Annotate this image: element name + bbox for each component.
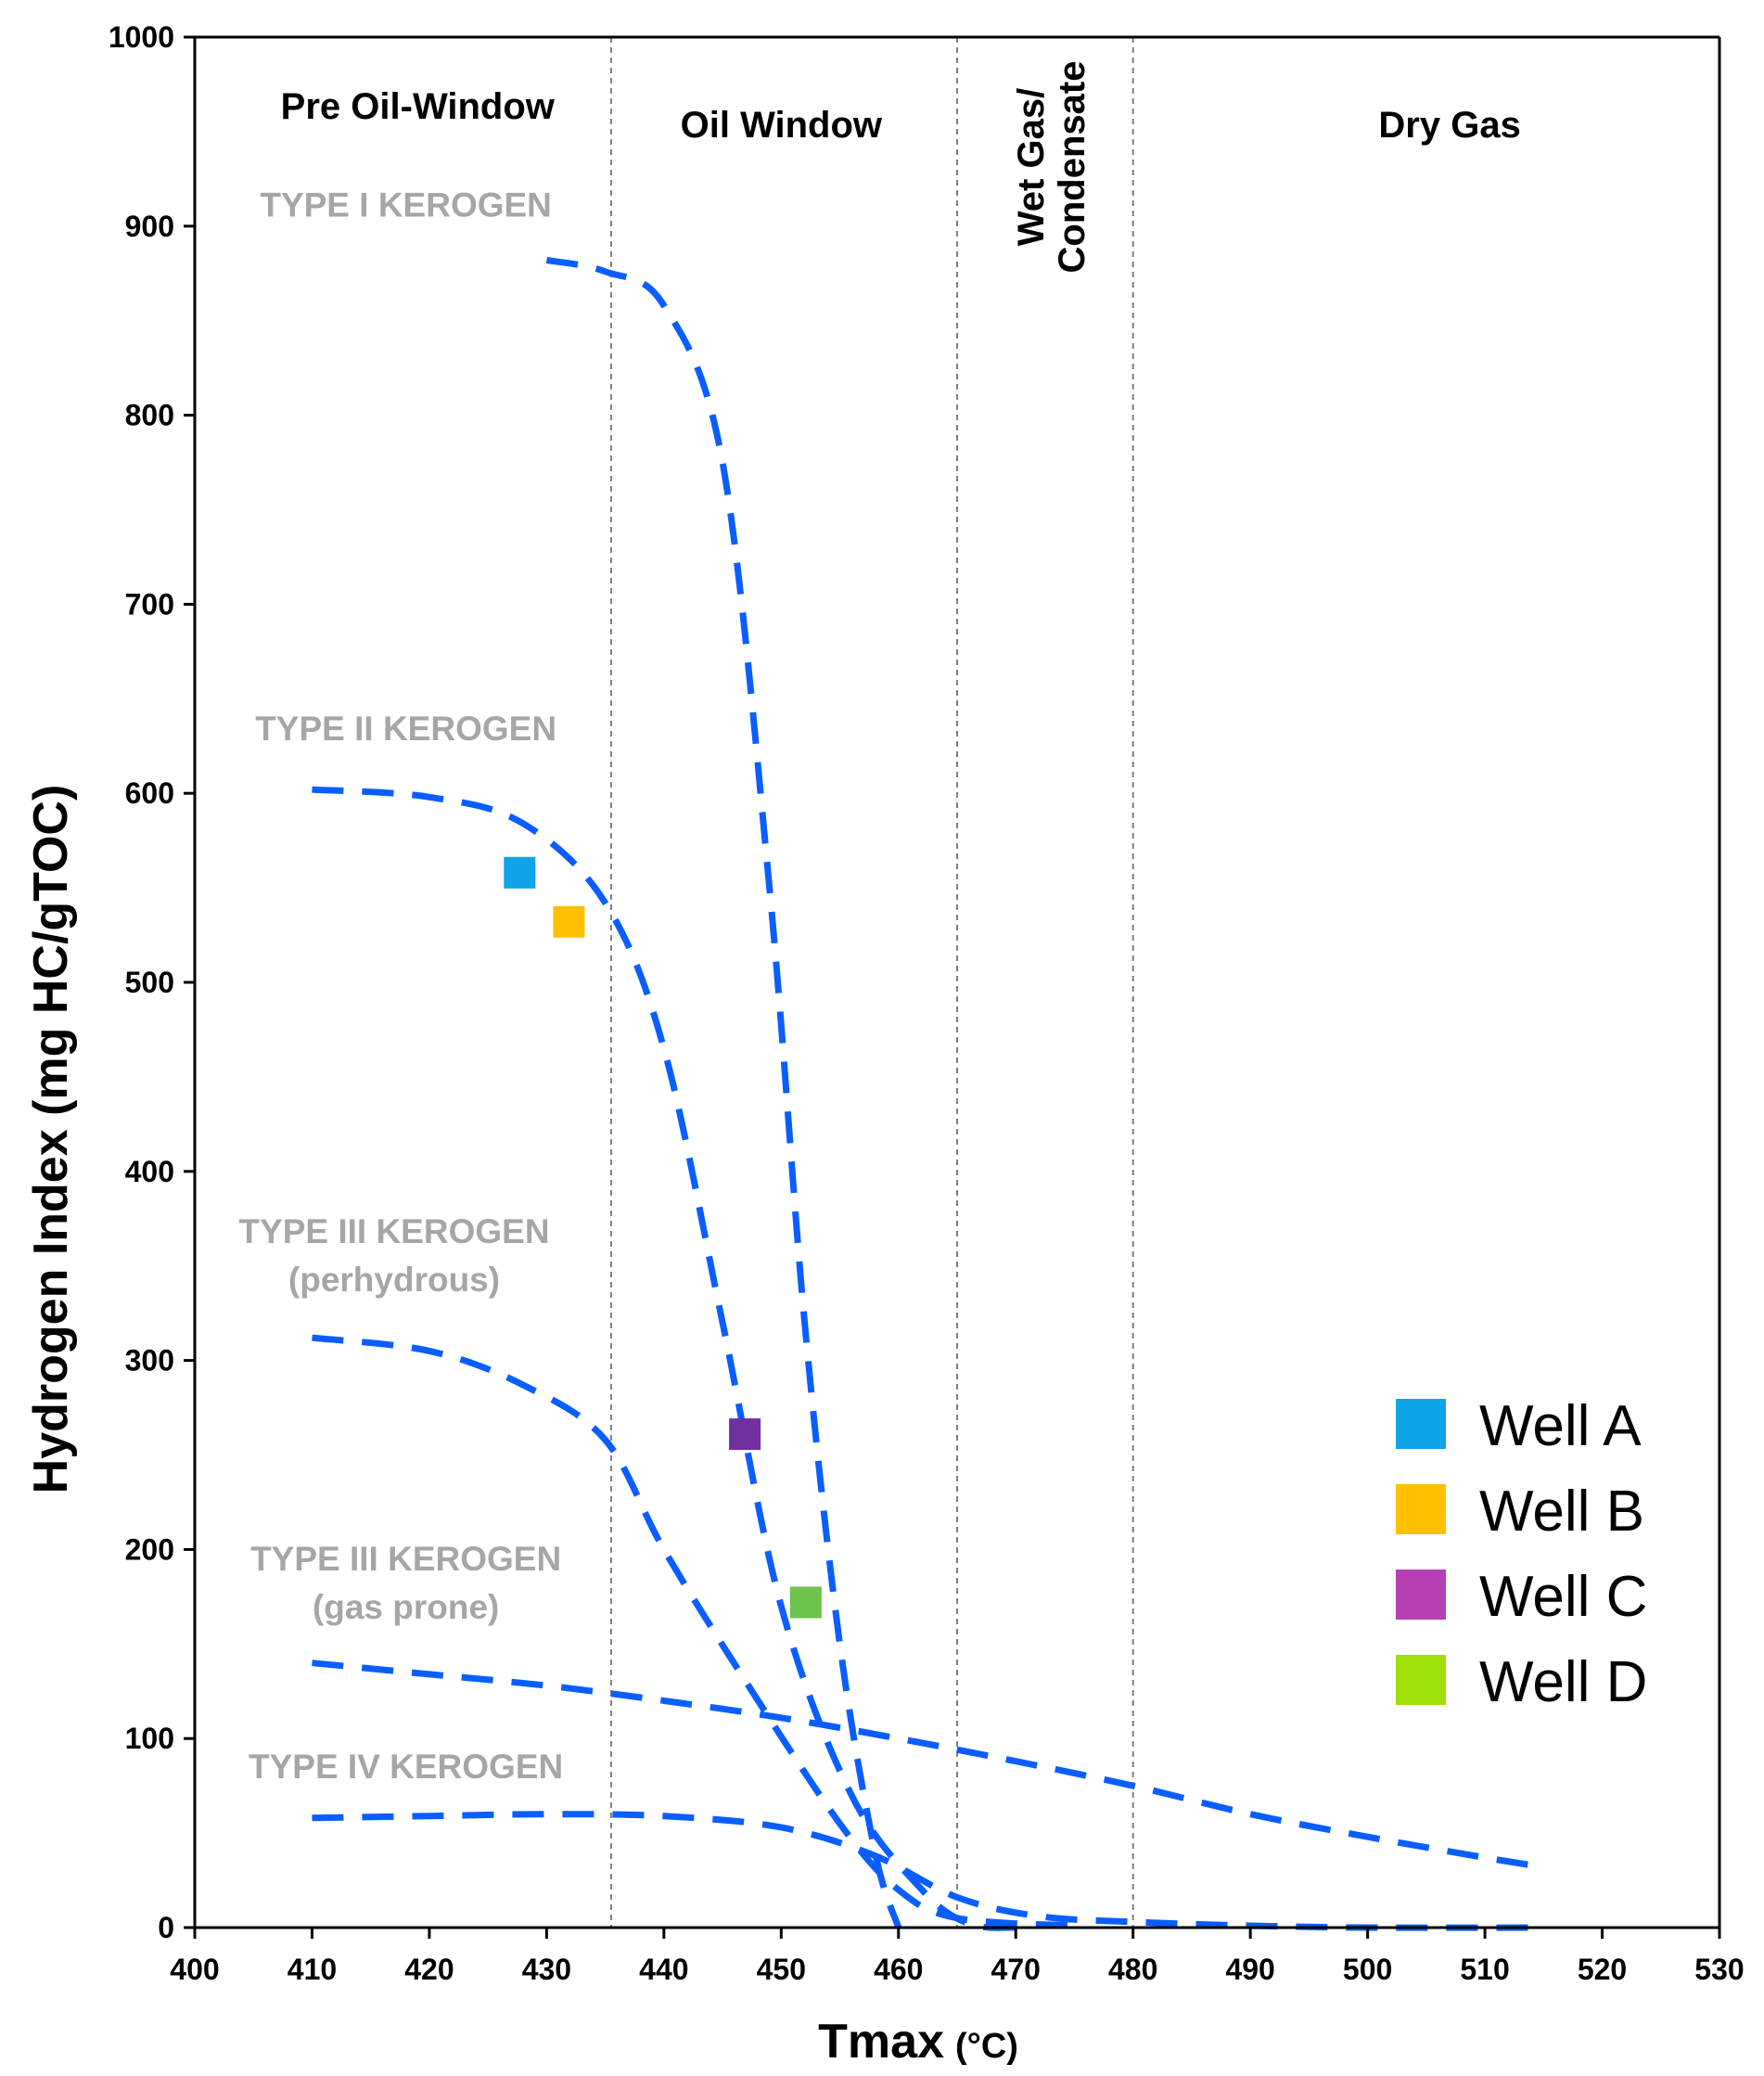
kerogen-label-4-line2: (gas prone) <box>313 1588 499 1626</box>
kerogen-label-2: TYPE II KEROGEN <box>255 710 556 748</box>
well-c-point <box>729 1418 761 1451</box>
x-tick-label-400: 400 <box>170 1953 219 1986</box>
x-tick-label-470: 470 <box>991 1953 1041 1986</box>
kerogen-label-3-line2: (perhydrous) <box>288 1261 500 1299</box>
y-tick-label-1000: 1000 <box>109 20 174 54</box>
kerogen-curve-4 <box>312 1660 1544 1871</box>
legend-label-well-a: Well A <box>1479 1394 1642 1458</box>
y-tick-label-100: 100 <box>125 1722 174 1755</box>
x-tick-label-510: 510 <box>1460 1953 1509 1986</box>
x-tick-label-430: 430 <box>522 1953 571 1986</box>
x-tick-label-440: 440 <box>639 1953 688 1986</box>
kerogen-label-4: TYPE III KEROGEN <box>250 1540 561 1578</box>
x-tick-label-460: 460 <box>874 1953 923 1986</box>
kerogen-labels: TYPE I KEROGEN TYPE II KEROGEN TYPE III KE… <box>238 186 563 1786</box>
legend-swatch-well-b <box>1396 1484 1446 1534</box>
x-axis-unit: (°C) <box>955 2027 1018 2066</box>
legend-swatch-well-c <box>1396 1570 1446 1620</box>
legend-swatch-well-d <box>1396 1655 1446 1705</box>
legend-label-well-d: Well D <box>1479 1650 1647 1714</box>
y-tick-label-700: 700 <box>125 587 174 621</box>
zone-labels: Pre Oil-Window Oil Window Wet Gas/Condensa… <box>281 61 1521 274</box>
legend-label-well-b: Well B <box>1479 1480 1644 1544</box>
zone-label-2: Wet Gas/ <box>1011 88 1052 246</box>
well-data-points <box>504 856 822 1619</box>
x-tick-label-500: 500 <box>1343 1953 1392 1986</box>
zone-boundaries <box>609 37 1134 1928</box>
legend-label-well-c: Well C <box>1479 1565 1647 1629</box>
kerogen-curve-1 <box>545 257 902 1929</box>
x-tick-label-520: 520 <box>1578 1953 1627 1986</box>
x-tick-label-450: 450 <box>757 1953 806 1986</box>
y-tick-label-300: 300 <box>125 1344 174 1378</box>
well-a-point <box>504 856 536 889</box>
kerogen-label-3: TYPE III KEROGEN <box>238 1212 549 1250</box>
y-tick-label-0: 0 <box>158 1911 174 1944</box>
kerogen-label-1: TYPE I KEROGEN <box>260 186 552 224</box>
legend-swatch-well-a <box>1396 1399 1446 1449</box>
well-d-point <box>789 1586 822 1619</box>
y-tick-label-400: 400 <box>125 1155 174 1188</box>
y-tick-label-200: 200 <box>125 1532 174 1566</box>
y-axis-title: Hydrogen Index (mg HC/gTOC) <box>24 785 78 1494</box>
kerogen-label-5: TYPE IV KEROGEN <box>249 1748 563 1786</box>
legend: Well A Well B Well C Well D <box>1396 1394 1647 1714</box>
well-b-point <box>553 905 585 938</box>
zone-label-2-line2: Condensate <box>1052 61 1093 274</box>
x-tick-label-530: 530 <box>1694 1953 1744 1986</box>
kerogen-curve-5 <box>312 1811 1544 1931</box>
zone-label-1: Oil Window <box>681 105 883 146</box>
x-tick-label-490: 490 <box>1225 1953 1274 1986</box>
y-tick-label-600: 600 <box>125 776 174 810</box>
x-tick-label-410: 410 <box>288 1953 337 1986</box>
axes: 400 410 420 430 440 450 460 470 480 490 500 510 520 5… <box>109 20 1745 1986</box>
zone-label-0: Pre Oil-Window <box>281 86 556 127</box>
x-axis-title: Tmax <box>818 2015 944 2069</box>
y-tick-label-500: 500 <box>125 966 174 999</box>
kerogen-curve-2 <box>312 786 1016 1931</box>
kerogen-curve-3 <box>312 1334 1075 1929</box>
x-tick-label-420: 420 <box>404 1953 454 1986</box>
zone-label-3: Dry Gas <box>1378 105 1520 146</box>
y-tick-label-800: 800 <box>125 399 174 432</box>
y-tick-label-900: 900 <box>125 210 174 243</box>
kerogen-curves <box>312 257 1544 1931</box>
x-tick-label-480: 480 <box>1108 1953 1157 1986</box>
